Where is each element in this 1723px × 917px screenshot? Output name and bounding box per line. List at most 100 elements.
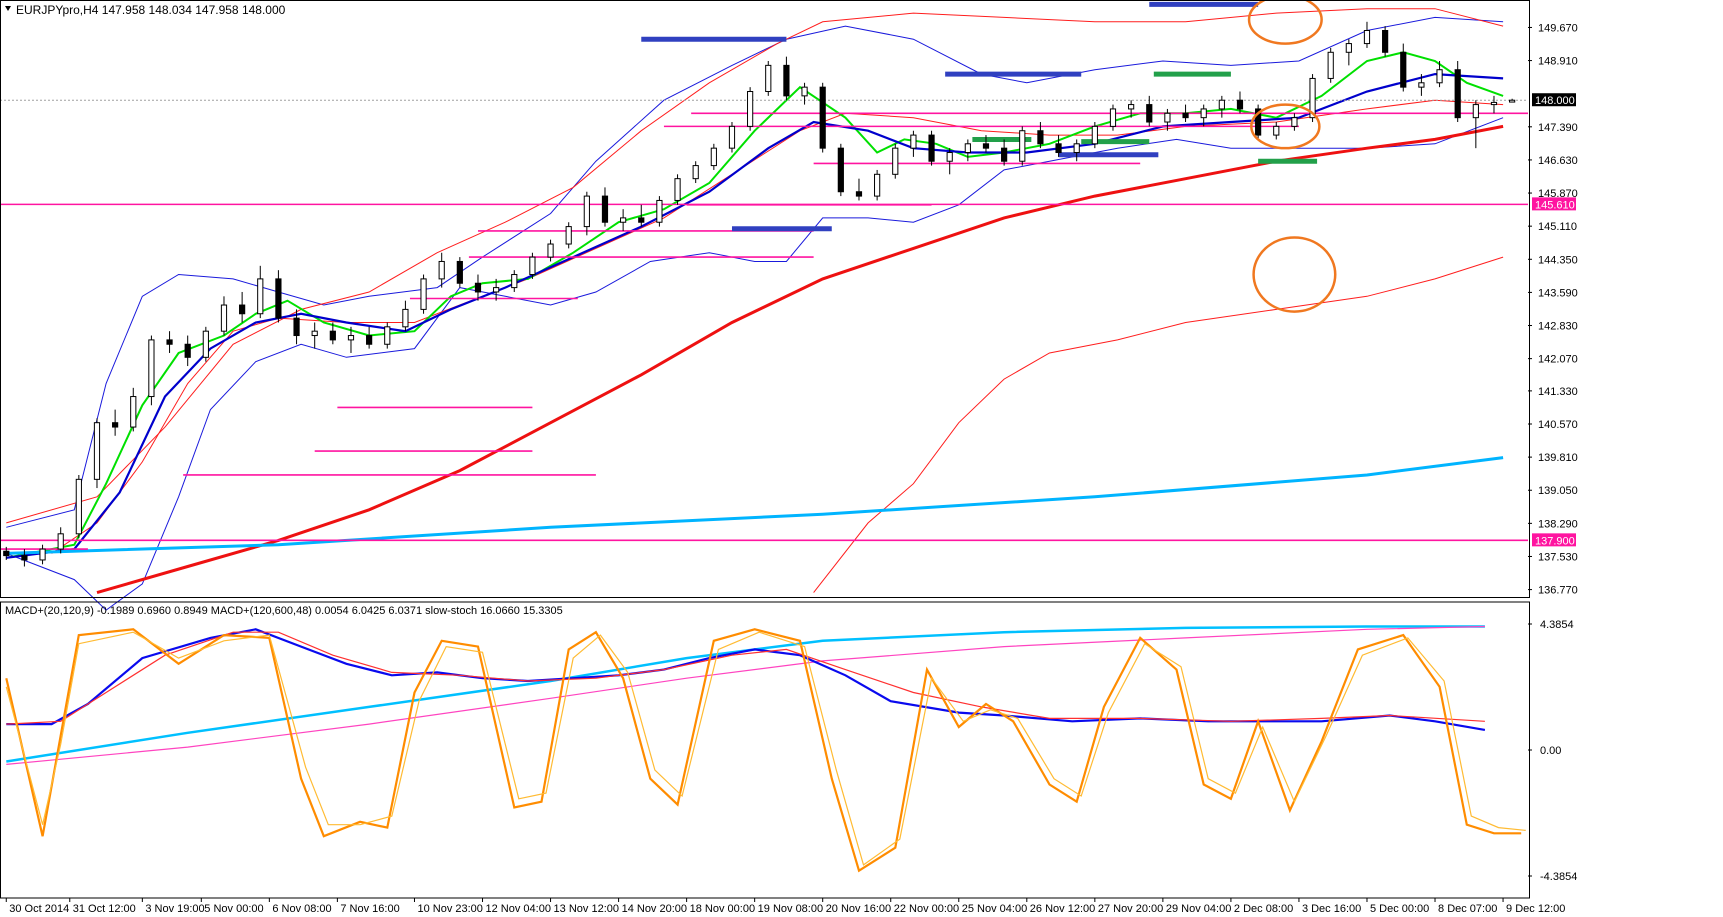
annotation-circle — [1252, 236, 1337, 313]
candle-body — [1472, 104, 1479, 119]
candle-body — [474, 282, 482, 293]
candle-body — [747, 91, 754, 127]
overlay-ema-mid — [6, 72, 1504, 559]
candle-body — [366, 335, 373, 345]
price-tick-label: 140.570 — [1538, 419, 1578, 431]
time-tick-label: 12 Nov 04:00 — [486, 903, 551, 915]
candle-body — [1436, 69, 1443, 84]
candle-body — [112, 422, 119, 428]
time-tick-label: 18 Nov 00:00 — [690, 903, 755, 915]
candle-body — [1382, 30, 1389, 53]
candle-body — [130, 396, 137, 428]
candle-body — [456, 260, 463, 284]
candle-body — [1363, 30, 1371, 45]
indicator-caption: MACD+(20,120,9) -0.1989 0.6960 0.8949 MA… — [5, 605, 563, 617]
candle-body — [1418, 82, 1425, 88]
candle-body — [783, 64, 790, 97]
price-tick-label: 139.050 — [1538, 485, 1578, 497]
candle-body — [1400, 51, 1407, 88]
price-tick-label: 145.110 — [1538, 221, 1577, 233]
candle-body — [1236, 99, 1244, 110]
price-axis: 149.670 148.910 147.390 146.630 145.870 145.1… — [1528, 22, 1578, 883]
candle-body — [1164, 112, 1171, 123]
candle-body — [402, 308, 409, 328]
candle-body — [75, 478, 82, 535]
indicator-line-stoch-signal — [5, 631, 1526, 866]
candle-body — [1218, 99, 1225, 110]
overlay-env-slow — [813, 256, 1504, 593]
time-tick-label: 2 Dec 08:00 — [1234, 903, 1293, 915]
candle-body — [837, 147, 844, 193]
time-tick-label: 22 Nov 00:00 — [894, 903, 959, 915]
candle-body — [1509, 99, 1516, 103]
indicator-line-stoch — [5, 628, 1522, 873]
candle-body — [1073, 143, 1080, 154]
candle-body — [964, 143, 971, 154]
candle-body — [493, 287, 500, 293]
candle-body — [438, 260, 445, 280]
candle-body — [275, 278, 282, 319]
candle-body — [257, 278, 264, 315]
time-tick-label: 27 Nov 20:00 — [1098, 903, 1163, 915]
candle-body — [220, 304, 228, 332]
candle-body — [1309, 77, 1316, 119]
price-marker-box — [1532, 197, 1576, 211]
annotation-circle — [1250, 103, 1321, 150]
time-tick-label: 20 Nov 16:00 — [826, 903, 891, 915]
zone-markers — [641, 1, 1318, 232]
price-tick-label: 136.770 — [1538, 585, 1578, 597]
candle-body — [728, 125, 736, 149]
time-tick-label: 3 Nov 19:00 — [145, 903, 204, 915]
price-marker-box — [1532, 533, 1576, 547]
time-tick-label: 13 Nov 12:00 — [554, 903, 619, 915]
indicator-tick-label: 4.3854 — [1540, 619, 1574, 631]
time-tick-label: 29 Nov 04:00 — [1166, 903, 1231, 915]
price-marker-box — [1532, 93, 1576, 107]
candle-body — [347, 335, 355, 341]
time-tick-label: 31 Oct 12:00 — [73, 903, 136, 915]
candle-body — [384, 326, 391, 345]
candle-body — [910, 134, 917, 149]
candle-body — [674, 178, 681, 201]
candle-body — [638, 217, 645, 223]
candle-body — [982, 143, 990, 149]
candle-body — [765, 64, 772, 93]
candle-body — [656, 199, 663, 223]
candle-body — [148, 339, 155, 398]
candle-body — [3, 550, 10, 557]
time-tick-label: 25 Nov 04:00 — [962, 903, 1027, 915]
candle-body — [1091, 125, 1098, 145]
candle-body — [565, 226, 572, 245]
price-tick-label: 145.870 — [1538, 188, 1578, 200]
price-tick-label: 142.830 — [1538, 321, 1578, 333]
dropdown-arrow-icon[interactable] — [5, 6, 11, 11]
candle-body — [892, 147, 899, 175]
candle-body — [529, 256, 536, 276]
time-tick-label: 5 Dec 00:00 — [1370, 903, 1429, 915]
candle-body — [420, 278, 427, 310]
price-tick-label: 142.070 — [1538, 354, 1578, 366]
candle-body — [1291, 117, 1298, 127]
time-tick-label: 8 Dec 07:00 — [1438, 903, 1497, 915]
candle-body — [1037, 130, 1044, 145]
annotation-circle — [1247, 0, 1323, 45]
candlesticks — [3, 21, 1516, 567]
time-tick-label: 30 Oct 2014 — [9, 903, 69, 915]
indicator-line-macd-signal — [6, 631, 1485, 725]
price-marker-label: 148.000 — [1535, 95, 1575, 107]
price-tick-label: 138.290 — [1538, 518, 1578, 530]
candle-body — [166, 339, 173, 345]
indicator-tick-label: 0.00 — [1540, 745, 1561, 757]
candle-body — [1001, 147, 1008, 162]
candle-body — [511, 274, 518, 289]
time-tick-label: 19 Nov 08:00 — [758, 903, 823, 915]
price-tick-label: 147.390 — [1538, 122, 1578, 134]
price-tick-label: 137.530 — [1538, 551, 1578, 563]
price-marker-label: 145.610 — [1535, 199, 1575, 211]
candle-body — [583, 195, 590, 228]
candle-body — [311, 330, 318, 337]
price-tick-label: 141.330 — [1538, 386, 1578, 398]
